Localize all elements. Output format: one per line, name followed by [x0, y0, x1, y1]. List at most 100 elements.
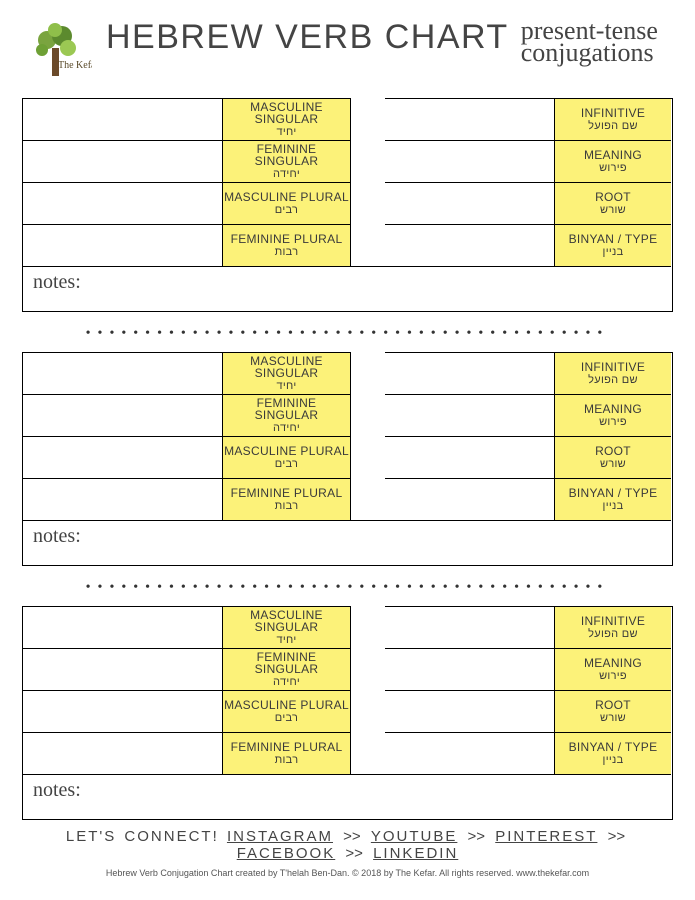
- form-label: FEMININE PLURALרבות: [223, 733, 351, 775]
- link-separator: >>: [339, 845, 369, 862]
- blank-input-cell[interactable]: [23, 733, 223, 775]
- svg-text:The Kefar: The Kefar: [58, 60, 92, 71]
- label-he: פירוש: [599, 417, 627, 429]
- info-label: ROOTשורש: [555, 183, 671, 225]
- label-he: שם הפועל: [588, 121, 638, 133]
- info-label: BINYAN / TYPEבניין: [555, 479, 671, 521]
- blank-input-cell[interactable]: [23, 607, 223, 649]
- notes-row[interactable]: notes:: [23, 267, 672, 311]
- blank-input-cell[interactable]: [23, 183, 223, 225]
- label-en: FEMININE SINGULAR: [223, 143, 350, 168]
- label-he: יחידה: [273, 677, 300, 689]
- form-label: MASCULINE SINGULARיחיד: [223, 353, 351, 395]
- info-label: INFINITIVEשם הפועל: [555, 607, 671, 649]
- form-label: FEMININE SINGULARיחידה: [223, 649, 351, 691]
- blank-input-cell[interactable]: [23, 141, 223, 183]
- label-en: MASCULINE SINGULAR: [223, 101, 350, 126]
- label-en: BINYAN / TYPE: [569, 741, 658, 754]
- blank-input-cell[interactable]: [385, 733, 555, 775]
- form-label: FEMININE PLURALרבות: [223, 225, 351, 267]
- social-link-youtube[interactable]: YOUTUBE: [371, 828, 458, 845]
- page-subtitle: present-tense conjugations: [521, 18, 658, 64]
- label-he: שם הפועל: [588, 375, 638, 387]
- form-label: MASCULINE PLURALרבים: [223, 183, 351, 225]
- footer: LET'S CONNECT! INSTAGRAM >> YOUTUBE >> P…: [22, 828, 673, 878]
- label-en: MASCULINE PLURAL: [224, 699, 349, 712]
- blank-input-cell[interactable]: [385, 437, 555, 479]
- verb-chart-section: MASCULINE SINGULARיחידFEMININE SINGULARי…: [22, 606, 673, 820]
- blank-input-cell[interactable]: [385, 225, 555, 267]
- label-he: יחיד: [276, 127, 296, 139]
- label-en: MASCULINE PLURAL: [224, 445, 349, 458]
- verb-chart-section: MASCULINE SINGULARיחידFEMININE SINGULARי…: [22, 352, 673, 566]
- label-en: BINYAN / TYPE: [569, 487, 658, 500]
- label-en: MASCULINE PLURAL: [224, 191, 349, 204]
- notes-row[interactable]: notes:: [23, 775, 672, 819]
- blank-input-cell[interactable]: [385, 607, 555, 649]
- connect-lead: LET'S CONNECT!: [66, 828, 219, 845]
- blank-input-cell[interactable]: [385, 649, 555, 691]
- label-he: רבות: [275, 501, 299, 513]
- label-he: רבים: [275, 205, 298, 217]
- blank-input-cell[interactable]: [385, 395, 555, 437]
- blank-input-cell[interactable]: [385, 353, 555, 395]
- info-label: MEANINGפירוש: [555, 649, 671, 691]
- blank-input-cell[interactable]: [23, 225, 223, 267]
- blank-input-cell[interactable]: [23, 479, 223, 521]
- label-en: INFINITIVE: [581, 361, 645, 374]
- info-label: INFINITIVEשם הפועל: [555, 99, 671, 141]
- link-separator: >>: [461, 828, 491, 845]
- blank-input-cell[interactable]: [23, 99, 223, 141]
- copyright: Hebrew Verb Conjugation Chart created by…: [22, 868, 673, 878]
- info-label: INFINITIVEשם הפועל: [555, 353, 671, 395]
- label-he: רבים: [275, 459, 298, 471]
- label-he: בניין: [603, 247, 624, 259]
- blank-input-cell[interactable]: [23, 395, 223, 437]
- label-he: שורש: [600, 713, 626, 725]
- label-he: רבות: [275, 247, 299, 259]
- label-en: BINYAN / TYPE: [569, 233, 658, 246]
- form-label: MASCULINE PLURALרבים: [223, 691, 351, 733]
- label-en: FEMININE PLURAL: [231, 487, 343, 500]
- header: The Kefar HEBREW VERB CHART present-tens…: [22, 18, 673, 78]
- blank-input-cell[interactable]: [385, 141, 555, 183]
- blank-input-cell[interactable]: [385, 691, 555, 733]
- blank-input-cell[interactable]: [23, 353, 223, 395]
- label-he: שורש: [600, 459, 626, 471]
- label-he: רבות: [275, 755, 299, 767]
- blank-input-cell[interactable]: [23, 691, 223, 733]
- form-label: FEMININE SINGULARיחידה: [223, 141, 351, 183]
- label-en: MEANING: [584, 403, 642, 416]
- blank-input-cell[interactable]: [23, 437, 223, 479]
- label-he: פירוש: [599, 671, 627, 683]
- label-en: ROOT: [595, 191, 631, 204]
- blank-input-cell[interactable]: [385, 99, 555, 141]
- social-link-linkedin[interactable]: LINKEDIN: [373, 845, 458, 862]
- social-link-pinterest[interactable]: PINTEREST: [495, 828, 597, 845]
- blank-input-cell[interactable]: [23, 649, 223, 691]
- link-separator: >>: [601, 828, 625, 845]
- label-he: שם הפועל: [588, 629, 638, 641]
- blank-input-cell[interactable]: [385, 183, 555, 225]
- label-he: רבים: [275, 713, 298, 725]
- label-he: פירוש: [599, 163, 627, 175]
- label-he: בניין: [603, 755, 624, 767]
- connect-line: LET'S CONNECT! INSTAGRAM >> YOUTUBE >> P…: [22, 828, 673, 862]
- social-link-facebook[interactable]: FACEBOOK: [237, 845, 336, 862]
- info-label: ROOTשורש: [555, 437, 671, 479]
- form-label: FEMININE PLURALרבות: [223, 479, 351, 521]
- label-en: INFINITIVE: [581, 615, 645, 628]
- link-separator: >>: [337, 828, 367, 845]
- social-link-instagram[interactable]: INSTAGRAM: [227, 828, 333, 845]
- info-label: MEANINGפירוש: [555, 141, 671, 183]
- form-label: MASCULINE SINGULARיחיד: [223, 607, 351, 649]
- blank-input-cell[interactable]: [385, 479, 555, 521]
- gap: [351, 395, 385, 437]
- gap: [351, 99, 385, 141]
- notes-row[interactable]: notes:: [23, 521, 672, 565]
- info-label: MEANINGפירוש: [555, 395, 671, 437]
- label-en: FEMININE SINGULAR: [223, 397, 350, 422]
- label-en: MASCULINE SINGULAR: [223, 355, 350, 380]
- label-he: שורש: [600, 205, 626, 217]
- kefar-logo: The Kefar: [22, 18, 92, 78]
